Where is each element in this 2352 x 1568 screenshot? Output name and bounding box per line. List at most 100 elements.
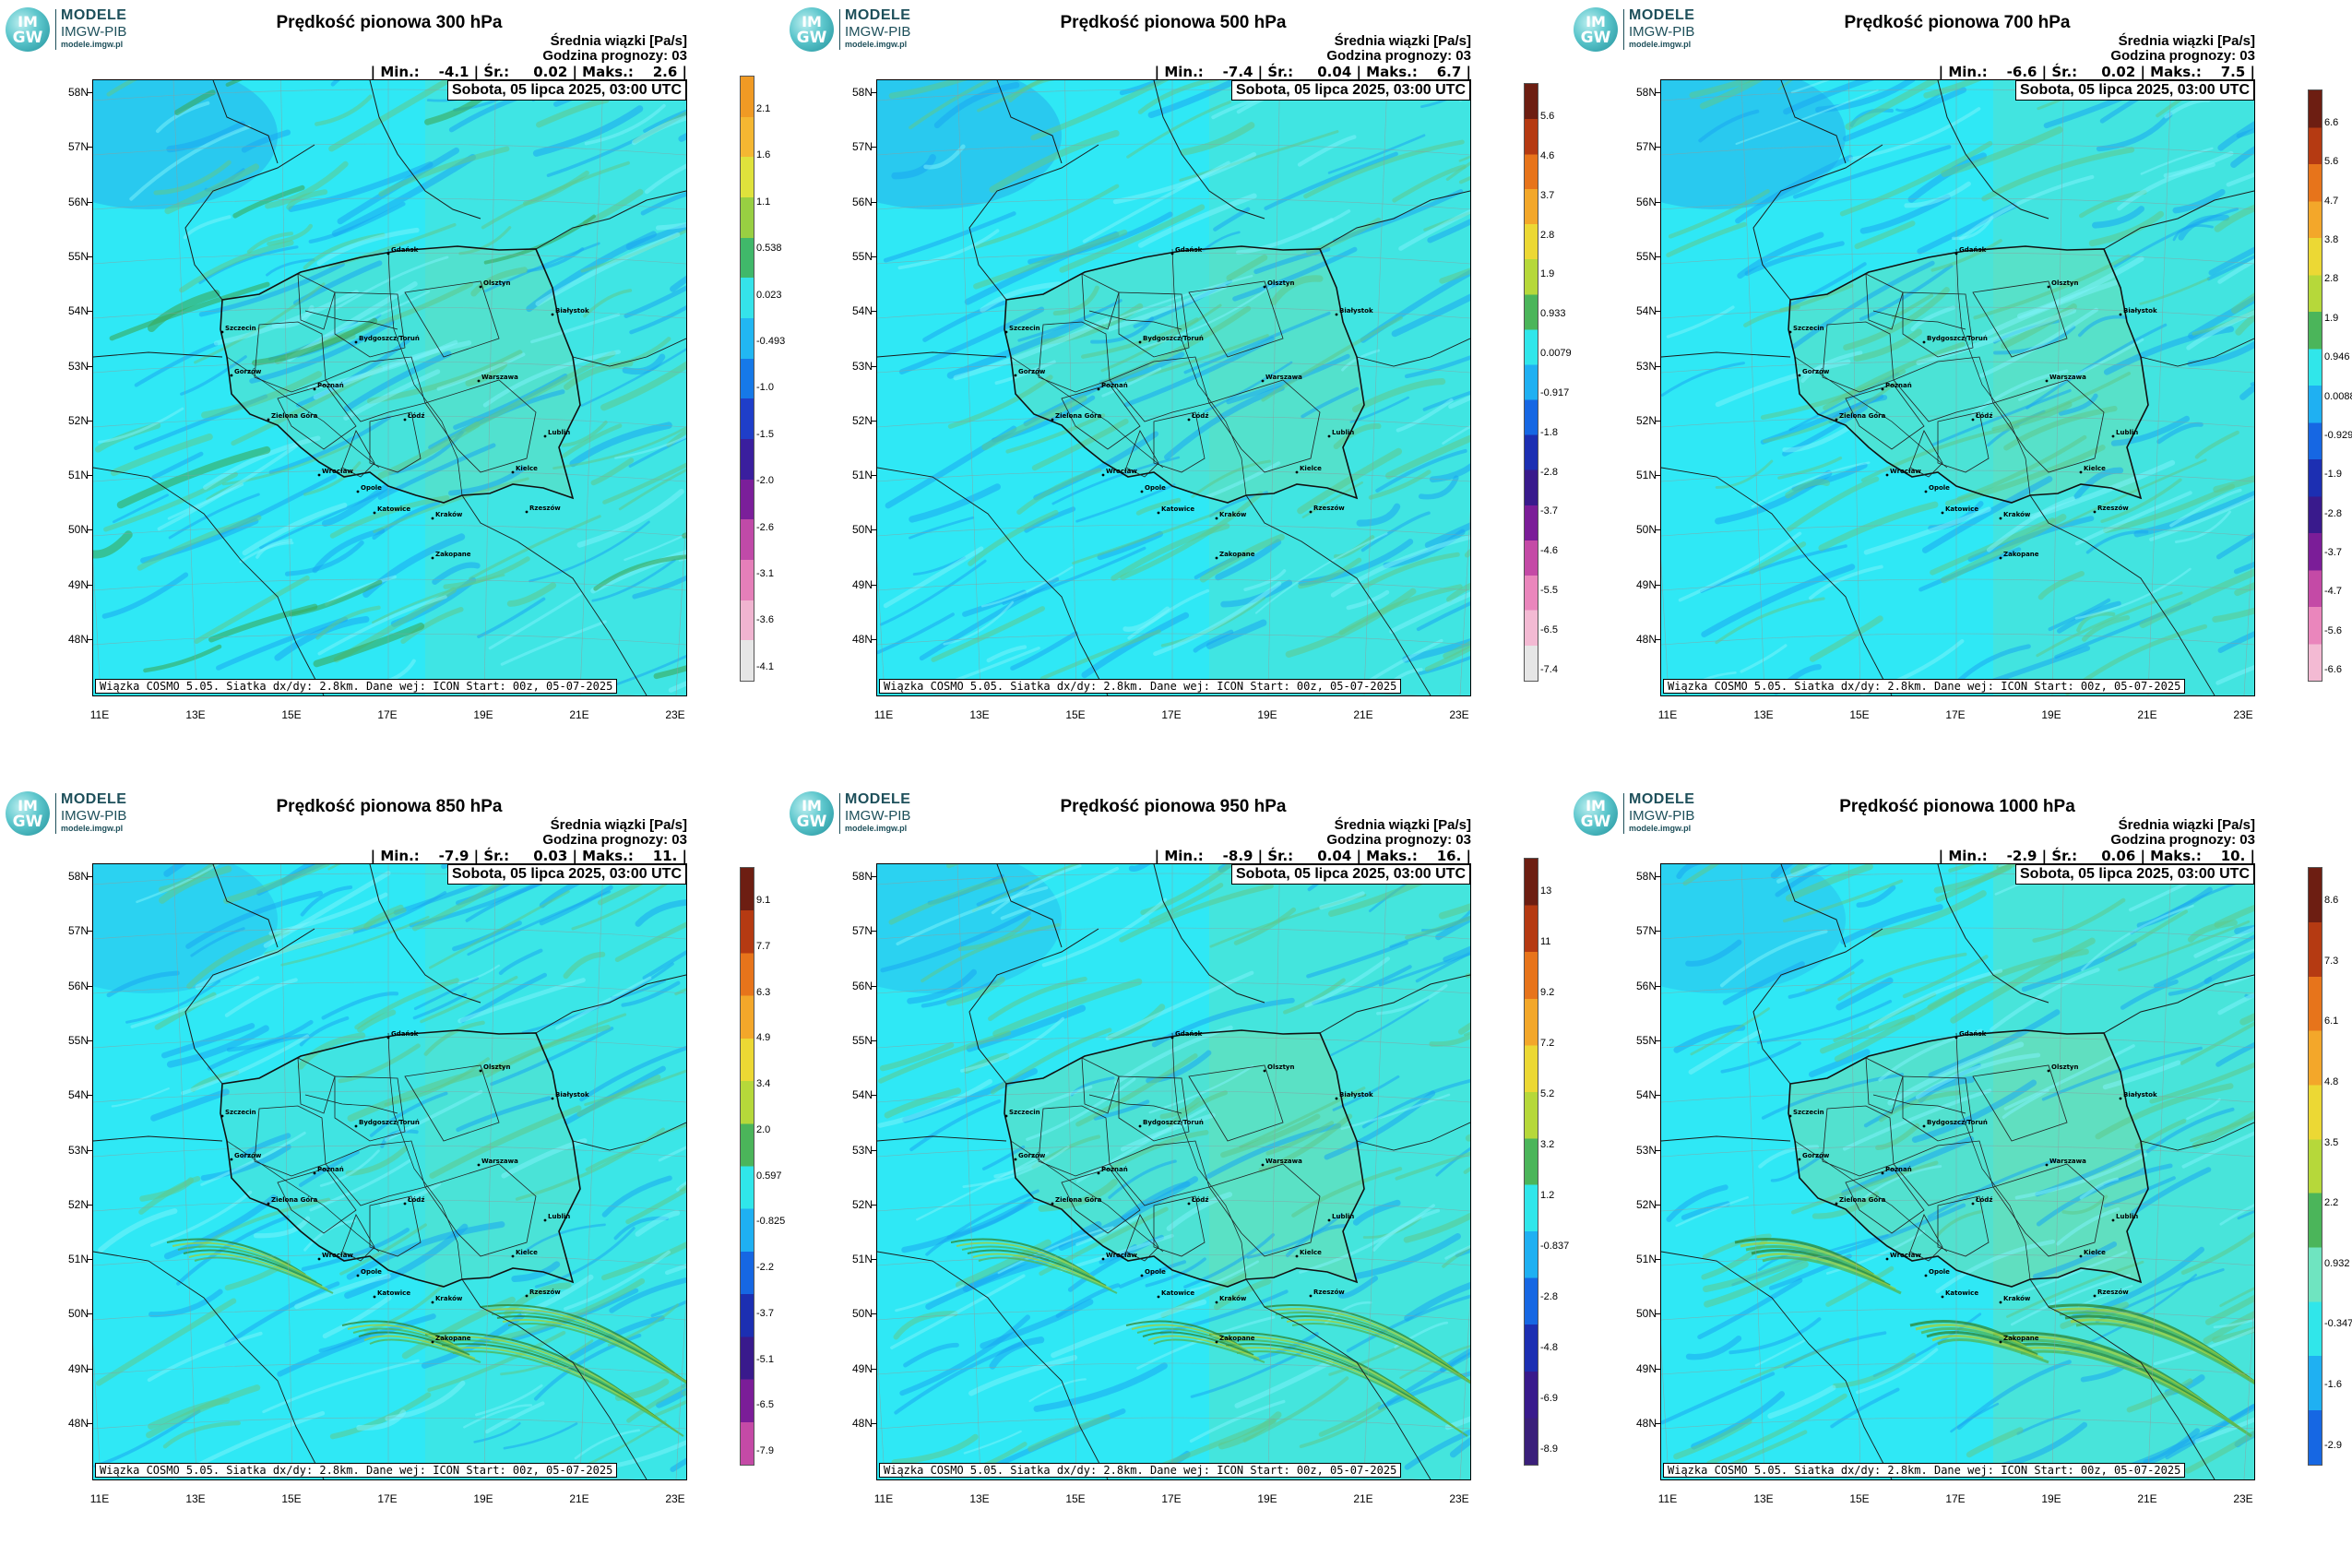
city-labels: Gdańsk Szczecin Olsztyn Białystok Bydgoszcz/… (1004, 1030, 1373, 1344)
voivodeship-border (277, 384, 357, 450)
forecast-map: Gdańsk Szczecin Olsztyn Białystok Bydgoszcz/… (876, 79, 1471, 696)
city-marker (354, 340, 358, 344)
colorbar-label: 1.1 (756, 196, 771, 208)
city-marker (1157, 1295, 1160, 1299)
city-label: Lublin (2116, 1213, 2138, 1220)
lat-tick: 54N (1625, 304, 1660, 317)
colorbar-gradient (2309, 90, 2322, 681)
colorbar-label: -1.0 (756, 382, 774, 394)
colorbar-label: -0.929 (2324, 429, 2352, 441)
colorbar-label: -0.493 (756, 336, 786, 348)
lat-tick: 55N (57, 1034, 92, 1047)
voivodeship-border (1125, 430, 1159, 478)
voivodeship-border (424, 1163, 537, 1257)
city-marker (1835, 418, 1838, 422)
logo-site: modele.imgw.pl (1629, 40, 1692, 49)
lat-tick: 53N (57, 1144, 92, 1157)
lon-tick: 19E (2041, 1492, 2061, 1505)
city-marker (431, 1301, 434, 1304)
city-marker (1335, 1097, 1338, 1100)
river (1010, 1140, 1164, 1253)
lat-tick: 55N (57, 250, 92, 263)
city-label: Kielce (1300, 1249, 1322, 1256)
city-labels: Gdańsk Szczecin Olsztyn Białystok Bydgoszcz/… (220, 246, 589, 560)
city-marker (1999, 517, 2002, 520)
coastline (184, 144, 686, 301)
lat-tick: 54N (57, 1088, 92, 1101)
colorbar-label: 7.7 (756, 940, 771, 952)
colorbar-label: -7.9 (756, 1445, 774, 1457)
lon-tick: 11E (1657, 1492, 1678, 1505)
model-info: Wiązka COSMO 5.05. Siatka dx/dy: 2.8km. … (95, 1463, 618, 1478)
logo-org: IMGW-PIB (61, 808, 127, 824)
city-label: Gorzów (1018, 1152, 1046, 1159)
lat-tick: 49N (841, 578, 876, 591)
meta-unit: Średnia wiązki [Pa/s] (2118, 817, 2255, 833)
country-border (877, 351, 1109, 695)
subsidence-area (1661, 80, 1846, 209)
colorbar-label: 0.023 (756, 289, 782, 301)
lat-tick: 51N (57, 469, 92, 481)
texture-green (1666, 80, 2254, 695)
city-marker (317, 473, 321, 477)
colorbar-label: -3.7 (756, 1307, 774, 1319)
city-label: Bydgoszcz/Toruń (1143, 335, 1204, 342)
panel-title: Prędkość pionowa 500 hPa (784, 13, 1568, 33)
imgw-logo: IM GW MODELE IMGW-PIB modele.imgw.pl (6, 790, 153, 837)
mountain-convection (1734, 1238, 2254, 1438)
city-marker (373, 1295, 376, 1299)
city-marker (1922, 340, 1926, 344)
lat-tick: 53N (1625, 1144, 1660, 1157)
city-marker (373, 511, 376, 515)
lon-tick: 11E (873, 1492, 894, 1505)
voivodeship-border (334, 291, 406, 358)
colorbar-label: 6.6 (2324, 117, 2339, 128)
city-label: Szczecin (1793, 325, 1824, 332)
colorbar-label: -2.8 (2324, 507, 2342, 519)
logo-icon-bottom: GW (1580, 813, 1611, 831)
city-label: Gdańsk (1959, 1030, 1987, 1038)
city-label: Rzeszów (2097, 1289, 2129, 1296)
logo-org: IMGW-PIB (1629, 24, 1695, 40)
city-label: Olsztyn (2051, 279, 2079, 287)
lat-tick: 57N (1625, 140, 1660, 153)
city-label: Zakopane (435, 551, 471, 558)
city-marker (477, 379, 481, 383)
panel-title: Prędkość pionowa 300 hPa (0, 13, 784, 33)
lat-tick: 52N (841, 414, 876, 427)
city-label: Zielona Góra (1055, 412, 1102, 420)
model-info: Wiązka COSMO 5.05. Siatka dx/dy: 2.8km. … (879, 1463, 1402, 1478)
lat-tick: 50N (841, 1307, 876, 1320)
lat-tick: 48N (1625, 1417, 1660, 1430)
logo-icon: IM GW (790, 791, 834, 836)
forecast-map: Gdańsk Szczecin Olsztyn Białystok Bydgoszcz/… (1660, 863, 2255, 1480)
city-marker (2047, 1069, 2050, 1073)
city-label: Białystok (2123, 307, 2157, 315)
city-marker (313, 1171, 316, 1175)
lon-tick: 23E (2233, 1492, 2253, 1505)
colorbar-label: -1.9 (2324, 469, 2342, 481)
city-marker (1885, 1257, 1889, 1261)
voivodeship-border (1937, 411, 1990, 473)
forecast-map: Gdańsk Szczecin Olsztyn Białystok Bydgoszcz/… (1660, 79, 2255, 696)
logo-icon: IM GW (6, 7, 50, 52)
city-marker (1140, 1274, 1144, 1277)
coastline (968, 928, 1470, 1085)
colorbar-gradient (741, 77, 754, 681)
colorbar-label: 2.0 (756, 1123, 771, 1135)
lon-tick: 19E (473, 708, 493, 721)
lat-tick: 53N (1625, 360, 1660, 373)
logo-brand: MODELE (61, 7, 127, 23)
meta-forecast-hour: Godzina prognozy: 03 (542, 48, 687, 64)
colorbar (1524, 83, 1538, 682)
panel-stats: | Min.: -6.6 | Śr.: 0.02 | Maks.: 7.5 | (1938, 64, 2255, 80)
coastline (1780, 864, 2049, 1004)
lat-tick: 58N (57, 86, 92, 99)
river (387, 1032, 463, 1280)
panel-meta: Średnia wiązki [Pa/s] Godzina prognozy: … (2110, 34, 2255, 64)
city-label: Wrocław (1890, 468, 1921, 475)
city-labels: Gdańsk Szczecin Olsztyn Białystok Bydgoszcz/… (1004, 246, 1373, 560)
meta-unit: Średnia wiązki [Pa/s] (550, 817, 687, 833)
city-marker (543, 1218, 547, 1222)
meta-unit: Średnia wiązki [Pa/s] (2118, 33, 2255, 49)
